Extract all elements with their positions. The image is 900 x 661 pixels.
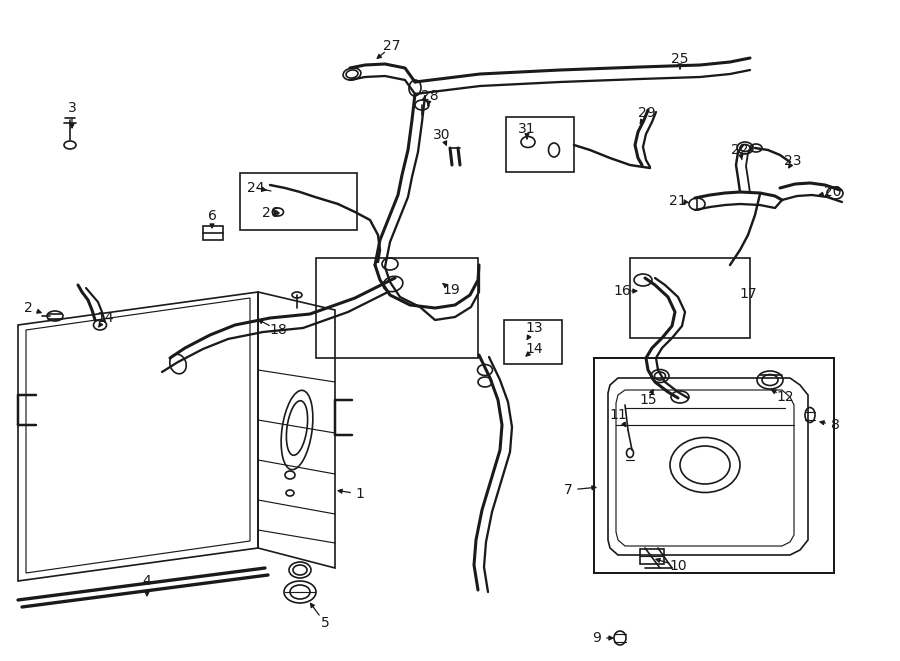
Text: 29: 29	[638, 106, 656, 120]
Bar	[506, 117, 574, 172]
Bar	[504, 320, 562, 364]
Bar	[240, 173, 357, 230]
Text: 23: 23	[784, 154, 802, 168]
Text: 30: 30	[433, 128, 451, 142]
Text: 14: 14	[96, 311, 113, 325]
Text: 20: 20	[824, 185, 842, 199]
Text: 14: 14	[526, 342, 543, 356]
Text: 8: 8	[831, 418, 840, 432]
Text: 19: 19	[442, 283, 460, 297]
Text: 21: 21	[670, 194, 687, 208]
Text: 16: 16	[613, 284, 631, 298]
Bar	[594, 358, 834, 573]
Text: 27: 27	[383, 39, 400, 53]
Text: 15: 15	[639, 393, 657, 407]
Text: 11: 11	[609, 408, 627, 422]
Text: 4: 4	[142, 574, 151, 588]
Text: 25: 25	[671, 52, 688, 66]
Text: 3: 3	[68, 101, 76, 115]
Text: 1: 1	[356, 487, 364, 501]
Text: 26: 26	[262, 206, 280, 220]
Text: 28: 28	[421, 89, 439, 103]
Text: 2: 2	[23, 301, 32, 315]
Text: 31: 31	[518, 122, 536, 136]
Text: 5: 5	[320, 616, 329, 630]
Bar	[640, 549, 664, 564]
Bar	[630, 258, 750, 338]
Text: 7: 7	[563, 483, 572, 497]
Text: 22: 22	[731, 143, 749, 157]
Text: 17: 17	[739, 287, 757, 301]
Text: 13: 13	[526, 321, 543, 335]
Text: 6: 6	[208, 209, 216, 223]
Bar	[203, 226, 223, 240]
Text: 9: 9	[592, 631, 601, 645]
Bar	[316, 258, 478, 358]
Text: 24: 24	[248, 181, 265, 195]
Text: 18: 18	[269, 323, 287, 337]
Text: 10: 10	[670, 559, 687, 573]
Text: 12: 12	[776, 390, 794, 404]
